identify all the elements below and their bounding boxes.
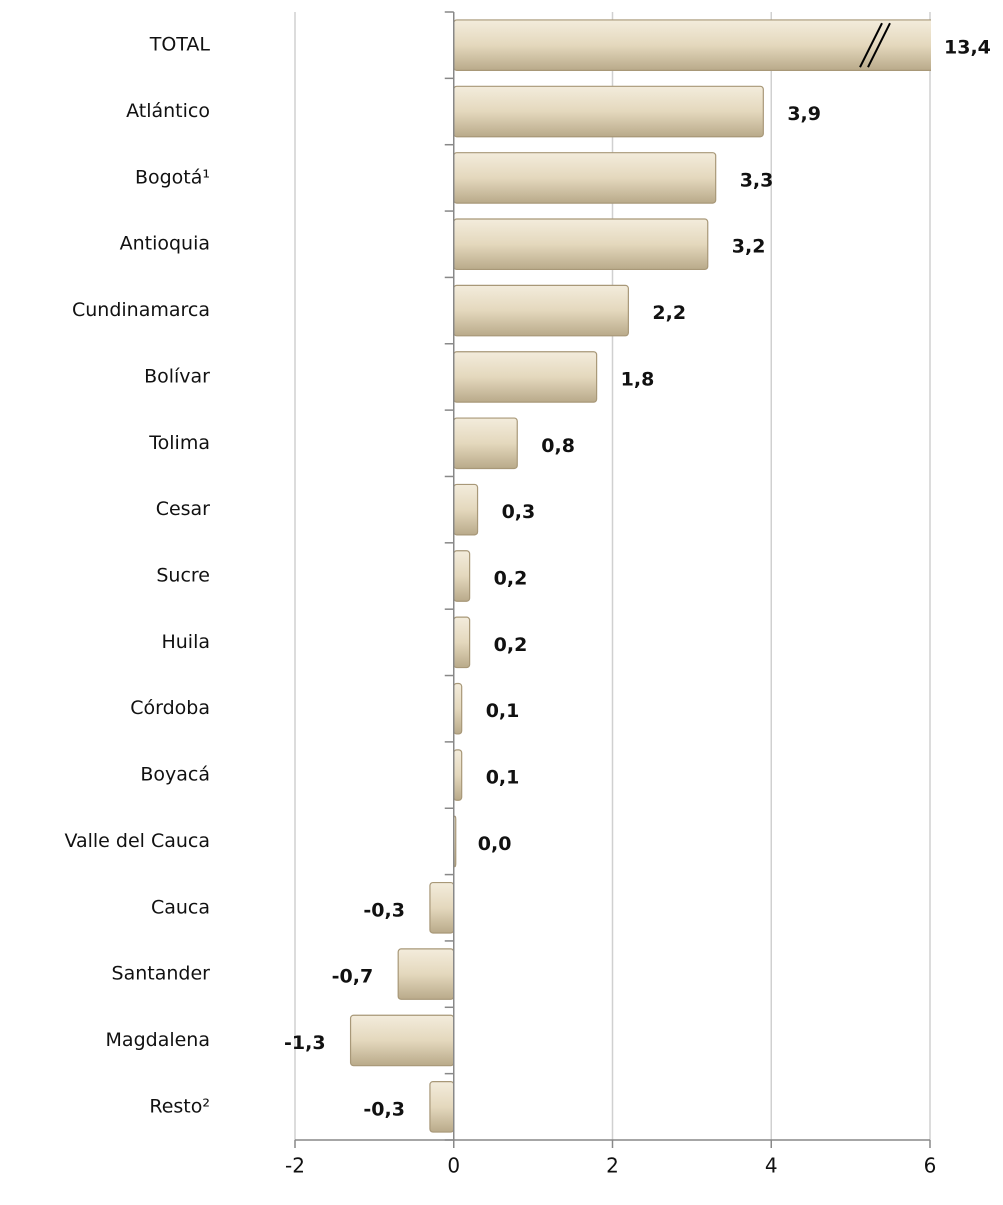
value-label: 0,0 — [478, 833, 512, 855]
x-tick-label: 2 — [606, 1154, 619, 1178]
y-tick-label: Resto² — [149, 1095, 210, 1117]
y-tick-label: Tolima — [148, 432, 210, 454]
value-label: 0,1 — [486, 767, 520, 789]
value-label: -0,3 — [363, 1098, 405, 1120]
bar — [429, 1081, 455, 1133]
bar — [453, 682, 463, 735]
y-tick-label: Santander — [112, 963, 211, 985]
y-tick-label: Cundinamarca — [72, 299, 210, 321]
bar — [453, 483, 479, 536]
value-label: 0,8 — [541, 435, 575, 457]
y-tick-label: Córdoba — [130, 697, 210, 719]
bar — [453, 351, 598, 403]
bar — [453, 284, 629, 337]
bar — [453, 218, 709, 271]
y-tick-label: Boyacá — [140, 764, 210, 786]
y-tick-label: Magdalena — [106, 1029, 210, 1051]
y-tick-label: Huila — [161, 631, 210, 653]
bar — [453, 19, 931, 71]
x-tick-label: 4 — [765, 1154, 778, 1178]
bar — [453, 550, 471, 602]
value-label: -1,3 — [284, 1032, 326, 1054]
y-tick-label: Atlántico — [126, 100, 210, 122]
value-label: -0,7 — [332, 966, 374, 988]
value-label: 3,9 — [787, 103, 821, 125]
bar — [397, 948, 455, 1000]
value-label: 1,8 — [621, 368, 655, 390]
bar — [453, 85, 764, 138]
y-tick-label: Sucre — [156, 565, 210, 587]
value-label: 3,3 — [740, 169, 774, 191]
value-label: 0,1 — [486, 700, 520, 722]
value-label: 0,2 — [494, 568, 528, 590]
value-label: 0,2 — [494, 634, 528, 656]
bar — [453, 152, 717, 204]
y-tick-label: TOTAL — [149, 34, 211, 56]
y-tick-label: Bolívar — [144, 365, 210, 387]
y-tick-label: Antioquia — [120, 233, 210, 255]
bar — [453, 417, 518, 470]
y-tick-label: Bogotá¹ — [135, 166, 210, 188]
axis-break — [867, 22, 891, 68]
bar — [453, 749, 463, 801]
y-tick-label: Cesar — [156, 498, 210, 520]
value-label: -0,3 — [363, 899, 405, 921]
y-tick-label: Cauca — [151, 896, 210, 918]
value-label: 3,2 — [732, 236, 766, 258]
bar — [453, 616, 471, 669]
value-label: 13,4 — [944, 37, 991, 59]
x-tick-label: 6 — [924, 1154, 937, 1178]
value-label: 0,3 — [502, 501, 536, 523]
y-tick-label: Valle del Cauca — [64, 830, 210, 852]
x-tick-label: -2 — [285, 1154, 305, 1178]
bar — [349, 1014, 455, 1067]
value-label: 2,2 — [652, 302, 686, 324]
x-tick-label: 0 — [447, 1154, 460, 1178]
axis-break — [859, 22, 883, 68]
bar — [429, 881, 455, 934]
